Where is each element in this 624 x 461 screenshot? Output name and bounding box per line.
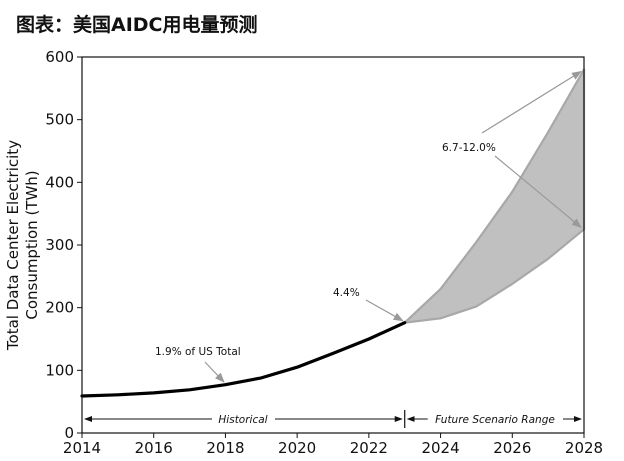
x-tick-label: 2026 — [493, 439, 531, 457]
x-tick-label: 2016 — [135, 439, 173, 457]
y-axis-label-line-2: Consumption (TWh) — [23, 170, 41, 319]
historical-period-label: Historical — [218, 414, 267, 426]
annotation-1-9-percent: 1.9% of US Total — [155, 346, 241, 358]
y-tick-label: 500 — [45, 111, 74, 129]
annotation-arrow-upper-bound — [481, 71, 582, 134]
x-tick-label: 2018 — [206, 439, 244, 457]
x-tick-label: 2020 — [278, 439, 316, 457]
chart-figure-title: 图表：美国AIDC用电量预测 — [16, 14, 258, 36]
y-tick-label: 0 — [64, 424, 74, 442]
x-tick-label: 2014 — [63, 439, 101, 457]
annotation-arrow-1-9-percent — [204, 361, 225, 383]
y-tick-label: 300 — [45, 236, 74, 254]
annotation-arrow-lower-bound — [494, 155, 582, 228]
annotation-arrow-4-4-percent — [365, 299, 404, 322]
historical-consumption-line — [80, 321, 407, 398]
y-tick-label: 200 — [45, 299, 74, 317]
annotation-4-4-percent: 4.4% — [333, 287, 360, 299]
y-tick-label: 100 — [45, 361, 74, 379]
future-period-label: Future Scenario Range — [435, 414, 555, 426]
x-tick-label: 2028 — [565, 439, 603, 457]
y-tick-label: 600 — [45, 48, 74, 66]
future-scenario-band — [403, 68, 586, 324]
x-tick-label: 2024 — [421, 439, 459, 457]
annotation-6-7-12-percent: 6.7-12.0% — [442, 142, 496, 154]
y-axis-label-line-1: Total Data Center Electricity — [4, 140, 22, 351]
y-tick-label: 400 — [45, 173, 74, 191]
x-tick-label: 2022 — [350, 439, 388, 457]
